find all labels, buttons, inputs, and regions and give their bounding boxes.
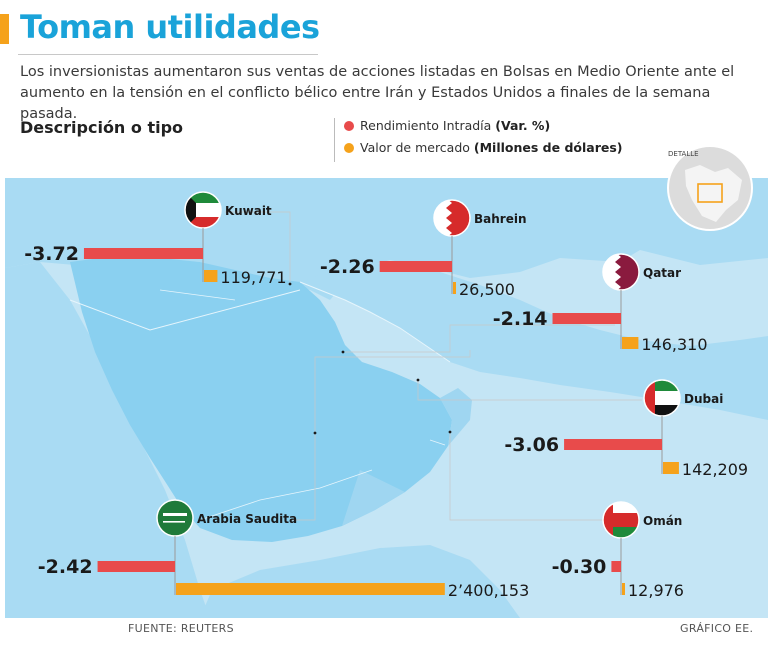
legend-dot-red-icon xyxy=(344,121,354,131)
label-rendimiento: -0.30 xyxy=(552,556,607,578)
legend-unit: (Var. %) xyxy=(495,118,551,133)
inset-label: DETALLE xyxy=(668,150,699,158)
label-rendimiento: -2.14 xyxy=(493,308,548,330)
bar-rendimiento xyxy=(83,248,203,259)
bar-valor xyxy=(453,282,456,294)
legend-unit: (Millones de dólares) xyxy=(473,140,623,155)
label-rendimiento: -3.06 xyxy=(504,434,559,456)
inset-globe: DETALLE xyxy=(667,145,753,231)
bar-rendimiento xyxy=(379,261,452,272)
legend-dot-orange-icon xyxy=(344,143,354,153)
bar-rendimiento xyxy=(552,313,621,324)
bar-rendimiento xyxy=(564,439,662,450)
label-valor: 26,500 xyxy=(459,280,515,299)
chart-marks: Kuwait -3.72 119,771 Bahrein -2.26 26,500 Qata… xyxy=(24,191,748,600)
bar-valor xyxy=(622,583,625,595)
basemap xyxy=(5,178,768,618)
leader-lines xyxy=(225,211,642,521)
country-label: Omán xyxy=(643,514,682,528)
section-label: Descripción o tipo xyxy=(20,118,184,137)
country-label: Arabia Saudita xyxy=(197,512,297,526)
page-subtitle: Los inversionistas aumentaron sus ventas… xyxy=(20,64,735,122)
bahrain-flag-icon xyxy=(433,199,471,237)
legend-item-rendimiento: Rendimiento Intradía (Var. %) xyxy=(344,118,550,133)
country-label: Qatar xyxy=(643,266,681,280)
source-note: FUENTE: REUTERS xyxy=(128,622,234,635)
label-rendimiento: -2.26 xyxy=(320,256,375,278)
legend-divider xyxy=(334,118,335,162)
bar-rendimiento xyxy=(97,561,175,572)
credit-note: GRÁFICO EE. xyxy=(680,622,754,635)
label-valor: 142,209 xyxy=(682,460,748,479)
land-arabia xyxy=(70,256,452,542)
legend-item-valor: Valor de mercado (Millones de dólares) xyxy=(344,140,623,155)
country-label: Bahrein xyxy=(474,212,527,226)
title-accent xyxy=(0,14,9,44)
title-divider xyxy=(18,54,318,55)
label-valor: 2’400,153 xyxy=(448,581,529,600)
land-horn xyxy=(200,545,520,618)
country-label: Kuwait xyxy=(225,204,272,218)
label-valor: 12,976 xyxy=(628,581,684,600)
land-iran xyxy=(300,262,768,420)
label-valor: 146,310 xyxy=(641,335,707,354)
bar-rendimiento xyxy=(611,561,621,572)
land-africa xyxy=(5,262,210,618)
label-rendimiento: -2.42 xyxy=(38,556,93,578)
inset-focus-box xyxy=(697,183,723,203)
qatar-flag-icon xyxy=(602,253,640,291)
page-title: Toman utilidades xyxy=(20,8,320,46)
bar-valor xyxy=(176,583,445,595)
legend-label: Valor de mercado xyxy=(360,140,470,155)
label-valor: 119,771 xyxy=(220,268,286,287)
bar-valor xyxy=(204,270,218,282)
bar-valor xyxy=(663,462,679,474)
label-rendimiento: -3.72 xyxy=(24,243,79,265)
land-yemen-oman xyxy=(342,388,472,526)
country-label: Dubai xyxy=(684,392,723,406)
legend-label: Rendimiento Intradía xyxy=(360,118,492,133)
saudi-flag-icon xyxy=(156,499,194,537)
bar-valor xyxy=(622,337,639,349)
